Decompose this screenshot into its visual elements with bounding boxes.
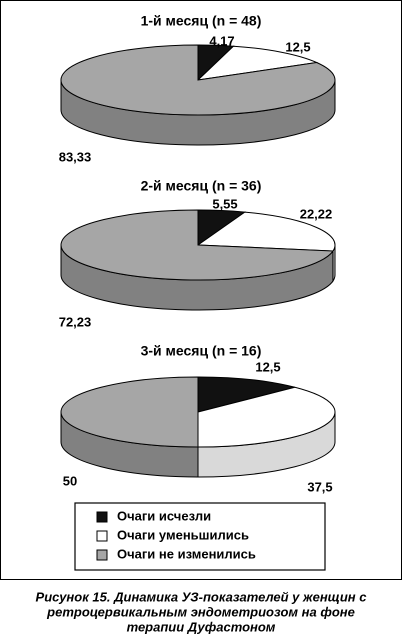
data-label: 22,22: [300, 206, 333, 221]
data-label: 50: [63, 473, 77, 488]
slice: [196, 211, 336, 252]
slice: [60, 44, 336, 116]
caption-line: терапии Дуфастоном: [127, 619, 276, 634]
data-label: 12,5: [255, 359, 280, 374]
data-label: 72,23: [59, 314, 92, 329]
data-label: 37,5: [307, 479, 332, 494]
chart-title: 1-й месяц (n = 48): [141, 13, 262, 29]
legend-label: Очаги исчезли: [117, 508, 211, 523]
slice: [60, 376, 199, 448]
legend-label: Очаги не изменились: [117, 546, 256, 561]
chart-title: 2-й месяц (n = 36): [141, 178, 262, 194]
legend-swatch: [96, 549, 108, 561]
caption-line: Рисунок 15. Динамика УЗ-показателей у же…: [36, 589, 368, 604]
slice: [60, 209, 334, 281]
data-label: 83,33: [59, 149, 92, 164]
slice: [197, 386, 336, 448]
legend-swatch: [96, 511, 108, 523]
data-label: 12,5: [285, 39, 310, 54]
legend-box: [74, 502, 326, 571]
caption-line: ретроцервикальным эндометриозом на фоне: [46, 604, 355, 619]
data-label: 5,55: [212, 196, 237, 211]
chart-title: 3-й месяц (n = 16): [141, 343, 262, 359]
legend-swatch: [96, 530, 108, 542]
legend-label: Очаги уменьшились: [117, 527, 249, 542]
slice: [197, 376, 295, 413]
data-label: 4,17: [209, 33, 234, 48]
slice: [196, 45, 319, 81]
